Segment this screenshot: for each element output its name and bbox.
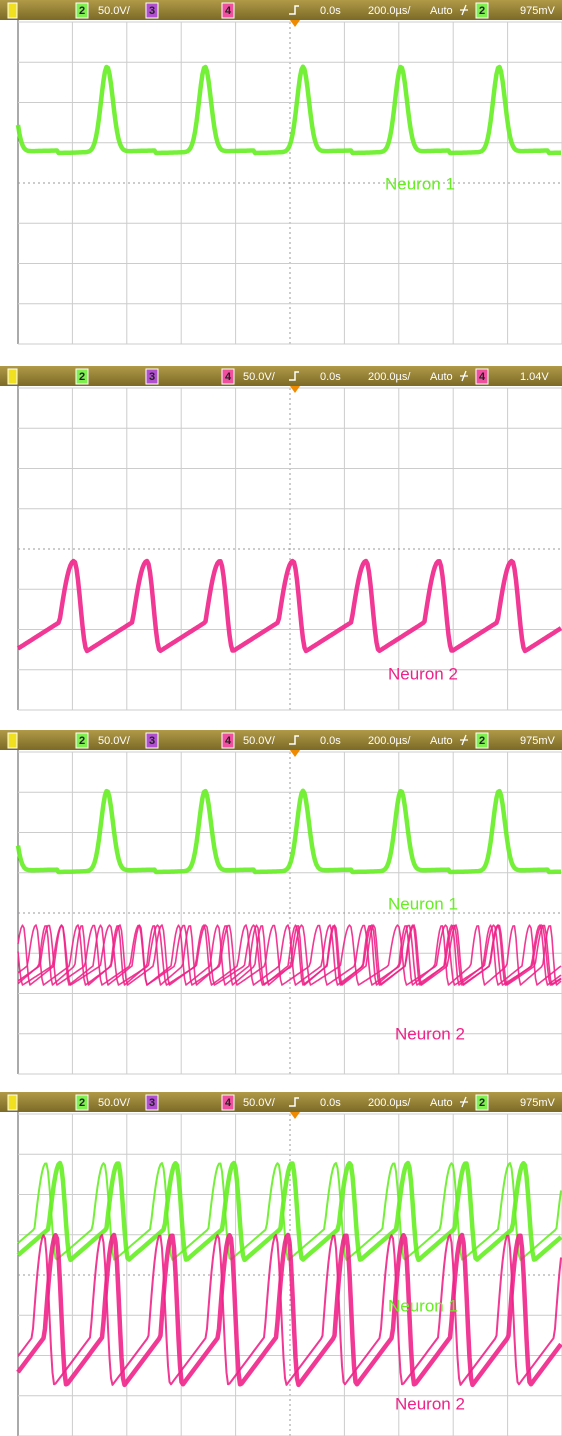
status-text: 50.0V/ [243,735,276,747]
scope-panel: 2 50.0V/3 4 50.0V/0.0s 200.0µs/Auto 2 975mV Neu… [0,1092,562,1436]
status-text: 200.0µs/ [368,371,411,383]
trace-label: Neuron 1 [385,174,455,193]
channel-number: 2 [79,371,85,383]
ch1-box [8,369,17,384]
channel-number: 3 [149,1097,155,1109]
status-text: 200.0µs/ [368,5,411,17]
channel-number: 4 [225,1097,232,1109]
scope-panel: 2 50.0V/3 4 50.0V/0.0s 200.0µs/Auto 2 975mV Neu… [0,730,562,1074]
scope-panel: 2 50.0V/3 4 0.0s 200.0µs/Auto 2 975mV Neuron 1 [0,0,562,344]
channel-number: 2 [479,1097,485,1109]
ch1-box [8,1095,17,1110]
status-text: 1.04V [520,371,549,383]
channel-number: 4 [225,735,232,747]
status-text: 50.0V/ [243,1097,276,1109]
status-text: Auto [430,371,453,383]
status-text: 975mV [520,735,556,747]
ch1-box [8,733,17,748]
status-text: 0.0s [320,371,341,383]
status-text: 50.0V/ [98,5,131,17]
status-text: 0.0s [320,1097,341,1109]
status-text: 200.0µs/ [368,1097,411,1109]
waveform [18,67,561,153]
channel-number: 4 [225,371,232,383]
trace-label: Neuron 1 [388,1296,458,1315]
channel-number: 2 [79,735,85,747]
scope-panel: 2 3 4 50.0V/0.0s 200.0µs/Auto 4 1.04V Neuron 2 [0,366,562,710]
status-text: Auto [430,5,453,17]
channel-number: 4 [479,371,486,383]
channel-number: 2 [79,5,85,17]
channel-number: 2 [479,5,485,17]
trigger-marker [290,1112,300,1119]
status-text: Auto [430,735,453,747]
trace-label: Neuron 2 [388,664,458,683]
status-text: 975mV [520,1097,556,1109]
trace-label: Neuron 2 [395,1394,465,1413]
status-text: 50.0V/ [98,1097,131,1109]
status-text: 975mV [520,5,556,17]
trigger-marker [290,750,300,757]
channel-number: 3 [149,735,155,747]
channel-number: 2 [79,1097,85,1109]
trigger-marker [290,20,300,27]
trigger-marker [290,386,300,393]
channel-number: 3 [149,5,155,17]
status-text: 0.0s [320,735,341,747]
figure: 250.0V/340.0s200.0µs/Auto2975mVNeuron 12… [0,0,562,1436]
status-text: 0.0s [320,5,341,17]
channel-number: 2 [479,735,485,747]
status-text: 50.0V/ [98,735,131,747]
status-text: 50.0V/ [243,371,276,383]
ch1-box [8,3,17,18]
status-text: Auto [430,1097,453,1109]
channel-number: 4 [225,5,232,17]
channel-number: 3 [149,371,155,383]
trace-label: Neuron 1 [388,894,458,913]
trace-label: Neuron 2 [395,1024,465,1043]
status-text: 200.0µs/ [368,735,411,747]
